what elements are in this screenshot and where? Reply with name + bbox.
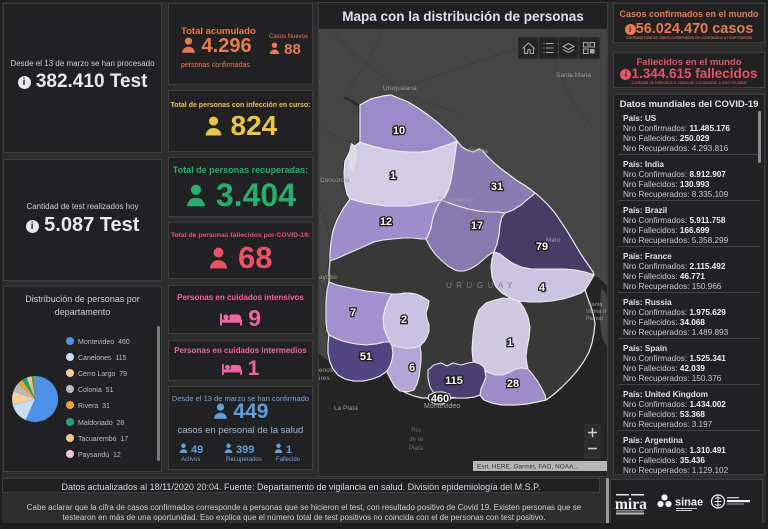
svg-text:28: 28 [507, 378, 519, 390]
svg-text:6: 6 [409, 362, 415, 374]
svg-text:Colonia 51: Colonia 51 [78, 387, 114, 394]
svg-text:Santa Maria: Santa Maria [556, 72, 591, 79]
svg-text:7: 7 [350, 307, 356, 319]
svg-text:Santa: Santa [588, 302, 603, 308]
svg-text:Rio: Rio [411, 427, 421, 434]
svg-text:Tacuarembó 17: Tacuarembó 17 [78, 436, 128, 443]
svg-text:2: 2 [401, 314, 407, 326]
svg-text:Melo: Melo [546, 237, 560, 244]
svg-text:enos: enos [319, 367, 334, 374]
svg-text:de la: de la [409, 436, 423, 443]
svg-text:ayobú: ayobú [319, 274, 337, 281]
svg-text:4: 4 [539, 282, 546, 294]
svg-text:51: 51 [360, 351, 372, 363]
svg-text:Cerro Largo 79: Cerro Largo 79 [78, 371, 127, 378]
svg-text:1: 1 [390, 170, 396, 182]
svg-text:Concordia: Concordia [320, 177, 350, 184]
svg-text:Tacuarembó: Tacuarembó [438, 197, 474, 204]
svg-text:mira: mira [615, 496, 647, 513]
svg-text:31: 31 [491, 181, 503, 193]
svg-text:sinae: sinae [675, 497, 703, 509]
svg-text:1: 1 [507, 337, 513, 349]
svg-text:URUGUAY: URUGUAY [446, 281, 517, 290]
svg-text:Montevideo 460: Montevideo 460 [78, 339, 130, 346]
svg-text:Vitória d: Vitória d [586, 309, 606, 315]
svg-text:Rivera: Rivera [469, 148, 488, 155]
svg-text:Canelones 115: Canelones 115 [78, 355, 127, 362]
svg-text:Montevideo: Montevideo [424, 403, 460, 410]
svg-text:17: 17 [471, 220, 483, 232]
svg-text:79: 79 [536, 241, 548, 253]
svg-text:Esri, HERE, Garmin, FAO, NOAA.: Esri, HERE, Garmin, FAO, NOAA... [477, 464, 579, 471]
svg-text:Plata: Plata [409, 445, 424, 452]
svg-text:Rivera 31: Rivera 31 [78, 403, 110, 410]
svg-text:115: 115 [445, 375, 463, 387]
svg-text:Paysandú 12: Paysandú 12 [78, 452, 121, 459]
svg-text:10: 10 [393, 125, 405, 137]
svg-text:460: 460 [431, 393, 449, 405]
svg-text:Maldonado 28: Maldonado 28 [78, 420, 124, 427]
svg-text:Uruguaiana: Uruguaiana [383, 85, 417, 92]
svg-text:Palmar: Palmar [586, 316, 604, 322]
svg-text:12: 12 [380, 216, 392, 228]
svg-text:ires: ires [319, 375, 330, 382]
svg-text:La Plata: La Plata [334, 405, 358, 412]
